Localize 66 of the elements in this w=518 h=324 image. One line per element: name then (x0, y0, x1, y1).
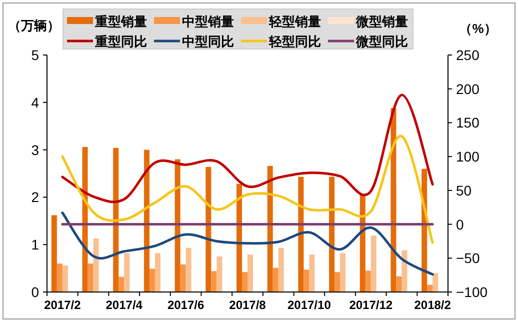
bar (216, 256, 222, 292)
bar (154, 253, 160, 292)
y2-tick-label: 250 (456, 47, 480, 63)
bar (427, 284, 433, 292)
bar (180, 264, 186, 292)
x-tick-label: 2017/4 (106, 298, 143, 312)
bar (144, 150, 150, 292)
y2-tick-label: 0 (456, 216, 464, 232)
bar (56, 264, 62, 292)
y2-tick-label: −50 (456, 250, 480, 266)
bar (278, 248, 284, 292)
bar (93, 238, 99, 292)
bar (334, 272, 340, 292)
y2-tick-label: 50 (456, 182, 472, 198)
legend-label: 中型同比 (182, 34, 234, 49)
bar (206, 166, 212, 292)
bar (396, 276, 402, 292)
legend-label: 重型销量 (94, 14, 147, 29)
x-tick-label: 2017/2 (44, 298, 82, 312)
bar (267, 166, 273, 292)
bar (242, 272, 248, 292)
bar (365, 270, 371, 292)
y-tick-label: 2 (31, 189, 40, 206)
legend-label: 微型销量 (355, 14, 408, 29)
bar (432, 273, 438, 292)
legend-label: 中型销量 (182, 14, 234, 29)
bar (370, 236, 376, 292)
y-tick-label: 0 (31, 284, 40, 300)
y2-axis-title: （%） (459, 21, 497, 36)
bar (118, 276, 124, 292)
bar (113, 148, 119, 292)
bar (329, 176, 335, 292)
bar (402, 250, 408, 292)
bar (124, 253, 130, 292)
y2-tick-label: 150 (456, 114, 480, 131)
bar (248, 254, 253, 292)
legend-label: 重型同比 (94, 34, 147, 49)
legend-label: 轻型销量 (268, 14, 321, 29)
y-axis-title: （万辆） (8, 18, 60, 33)
bar (298, 176, 304, 292)
x-tick-label: 2018/2 (414, 298, 452, 312)
legend-label: 轻型同比 (268, 34, 321, 49)
y2-tick-label: 100 (456, 148, 480, 165)
bar (149, 268, 155, 292)
bar (340, 253, 346, 292)
legend-label: 微型同比 (355, 34, 408, 49)
bar (62, 265, 68, 292)
y-tick-label: 1 (31, 236, 40, 253)
bar (272, 268, 278, 292)
x-tick-label: 2017/10 (287, 298, 332, 312)
y-tick-label: 3 (31, 142, 40, 158)
y2-tick-label: −100 (456, 284, 488, 300)
bar (88, 264, 94, 292)
bar (186, 248, 192, 292)
y2-tick-label: 200 (456, 80, 480, 97)
x-tick-label: 2017/8 (229, 298, 266, 312)
bar (309, 254, 315, 292)
bar (174, 159, 180, 292)
y-tick-label: 4 (31, 94, 40, 110)
x-tick-label: 2017/12 (349, 298, 393, 312)
bar (236, 184, 242, 292)
bar (51, 215, 57, 292)
bar (304, 270, 310, 292)
y-tick-label: 5 (31, 47, 40, 63)
bar (211, 271, 217, 292)
x-tick-label: 2017/6 (167, 298, 204, 312)
